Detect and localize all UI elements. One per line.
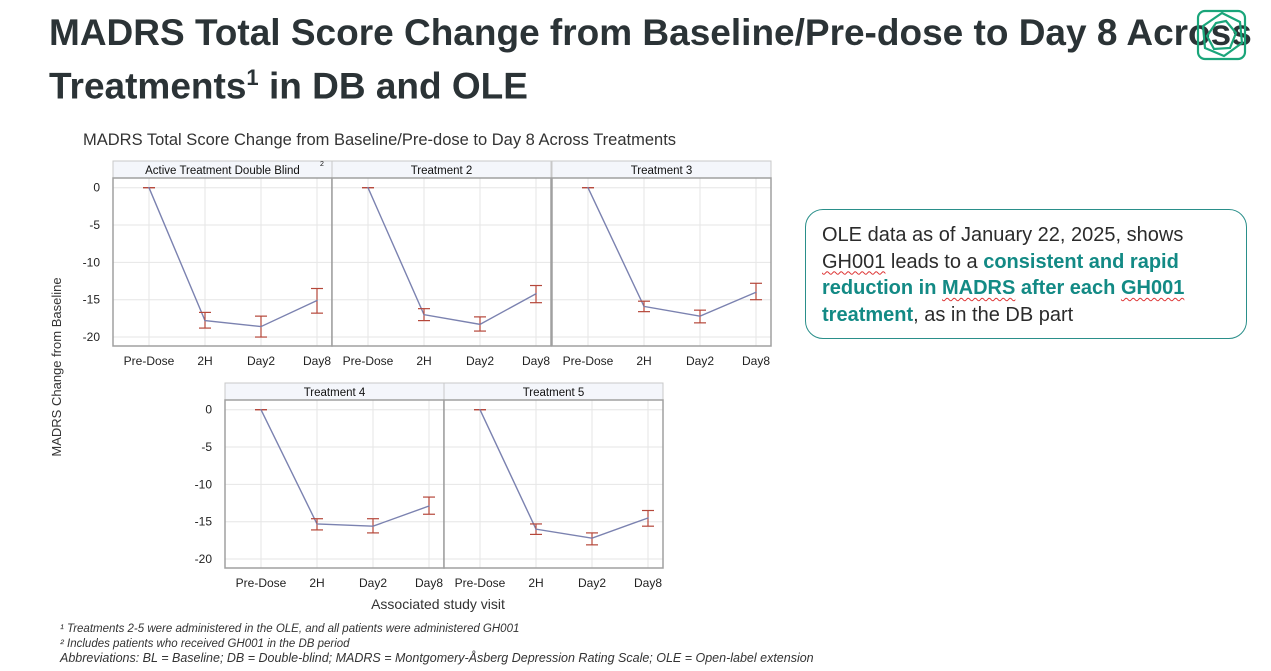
y-tick-label: -10 — [83, 255, 101, 269]
x-tick-label: 2H — [416, 354, 431, 368]
y-tick-label: 0 — [205, 403, 212, 417]
data-point — [535, 292, 537, 295]
x-tick-label: Day2 — [686, 354, 714, 368]
x-tick-label: Day8 — [742, 354, 770, 368]
x-tick-label: 2H — [309, 576, 324, 590]
panel-title-sup: 2 — [320, 161, 324, 168]
panel-title: Treatment 4 — [304, 387, 366, 399]
plot-frame — [551, 177, 772, 347]
series-line — [587, 187, 757, 317]
panel-title: Treatment 5 — [523, 387, 585, 399]
data-point — [367, 186, 369, 189]
y-tick-label: -5 — [201, 440, 212, 454]
x-tick-label: 2H — [528, 576, 543, 590]
x-tick-label: Pre-Dose — [455, 576, 506, 590]
data-point — [148, 186, 150, 189]
x-tick-label: Day8 — [415, 576, 443, 590]
panel-title: Active Treatment Double Blind — [145, 165, 300, 177]
panel-title: Treatment 2 — [411, 165, 473, 177]
series-line — [479, 409, 649, 539]
data-point — [479, 323, 481, 326]
y-tick-label: 0 — [93, 181, 100, 195]
y-tick-label: -20 — [83, 330, 101, 344]
data-point — [260, 408, 262, 411]
data-point — [260, 325, 262, 328]
x-tick-label: Day8 — [303, 354, 331, 368]
data-point — [587, 186, 589, 189]
company-logo-icon — [1196, 9, 1247, 61]
data-point — [699, 315, 701, 317]
x-tick-label: Day2 — [359, 576, 387, 590]
slide-title: MADRS Total Score Change from Baseline/P… — [49, 12, 1252, 107]
plot-frame — [331, 177, 552, 347]
chart-title: MADRS Total Score Change from Baseline/P… — [83, 131, 676, 149]
series-line — [148, 187, 318, 328]
data-point — [372, 525, 374, 527]
data-point — [423, 313, 425, 316]
x-tick-label: Day8 — [522, 354, 550, 368]
data-point — [643, 305, 645, 308]
x-axis-label: Associated study visit — [371, 596, 505, 612]
footnotes: ¹ Treatments 2-5 were administered in th… — [60, 622, 814, 666]
data-point — [591, 537, 593, 539]
data-point — [535, 528, 537, 530]
x-tick-label: 2H — [636, 354, 651, 368]
x-tick-label: Pre-Dose — [236, 576, 287, 590]
panel-title: Treatment 3 — [631, 165, 693, 177]
y-tick-label: -5 — [89, 218, 100, 232]
data-point — [479, 408, 481, 411]
x-tick-label: 2H — [197, 354, 212, 368]
y-tick-label: -20 — [195, 552, 213, 566]
footnote-1: ¹ Treatments 2-5 were administered in th… — [60, 623, 520, 635]
data-point — [316, 299, 318, 302]
footnote-2: ² Includes patients who received GH001 i… — [60, 637, 350, 650]
y-axis-label: MADRS Change from Baseline — [49, 277, 64, 456]
abbreviations: Abbreviations: BL = Baseline; DB = Doubl… — [60, 651, 814, 665]
x-tick-label: Pre-Dose — [343, 354, 394, 368]
data-point — [428, 505, 430, 507]
series-line — [367, 187, 537, 326]
x-tick-label: Day8 — [634, 576, 662, 590]
x-tick-label: Pre-Dose — [124, 354, 175, 368]
data-point — [316, 523, 318, 525]
y-tick-label: -10 — [195, 477, 213, 491]
x-tick-label: Day2 — [466, 354, 494, 368]
x-tick-label: Day2 — [247, 354, 275, 368]
data-point — [647, 517, 649, 519]
callout-box: OLE data as of January 22, 2025, shows G… — [805, 209, 1247, 339]
x-tick-label: Pre-Dose — [563, 354, 614, 368]
data-point — [204, 319, 206, 322]
plot-frame — [443, 399, 664, 569]
series-line — [260, 409, 430, 527]
y-tick-label: -15 — [195, 515, 213, 529]
y-tick-label: -15 — [83, 293, 101, 307]
x-tick-label: Day2 — [578, 576, 606, 590]
data-point — [755, 291, 757, 294]
